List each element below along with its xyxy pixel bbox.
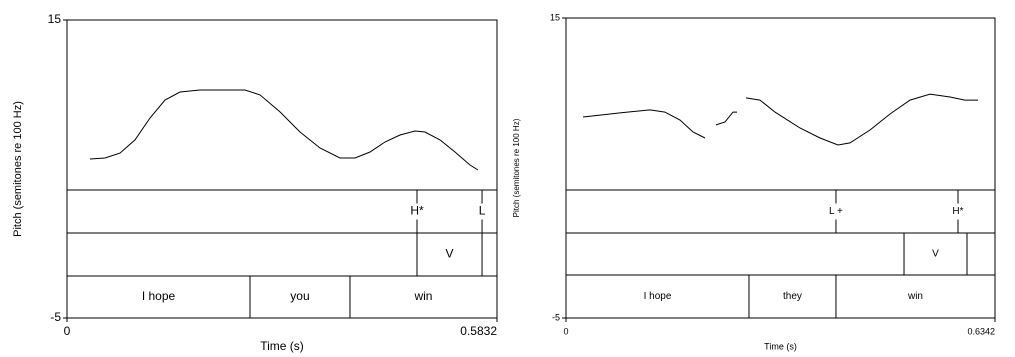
plot-frame — [565, 17, 996, 319]
y-tick-label: 15 — [48, 12, 62, 26]
interval-label: win — [413, 289, 432, 303]
interval-label: V — [932, 249, 939, 260]
y-axis-label: Pitch (semitones re 100 Hz) — [12, 101, 24, 237]
y-tick-label: 15 — [550, 12, 560, 22]
tone-label: H* — [410, 204, 424, 218]
y-axis-label: Pitch (semitones re 100 Hz) — [512, 118, 521, 217]
panel: -5 15 0 0.6342 Time (s) Pitch (semitones re 1… — [512, 12, 996, 351]
interval-label: win — [907, 291, 923, 302]
y-tick-label: -5 — [552, 312, 560, 322]
interval-label: they — [783, 291, 802, 302]
x-tick-label: 0 — [64, 324, 71, 338]
tone-label: L — [479, 204, 486, 218]
pitch-curve — [582, 93, 978, 146]
pitch-curve — [89, 89, 479, 171]
y-tick-label: -5 — [50, 310, 61, 324]
panel: -5 15 0 0.5832 Time (s) Pitch (semitones re 1… — [12, 12, 498, 353]
interval-label: V — [446, 247, 454, 261]
interval-label: I hope — [142, 289, 176, 303]
x-tick-label: 0.5832 — [460, 324, 497, 338]
x-axis-label: Time (s) — [260, 339, 304, 353]
tone-label: L + — [829, 206, 843, 217]
tone-label: H* — [952, 206, 963, 217]
plot-frame — [66, 19, 498, 319]
x-tick-label: 0 — [563, 326, 568, 336]
interval-label: I hope — [644, 291, 672, 302]
interval-label: you — [290, 289, 309, 303]
x-axis-label: Time (s) — [764, 341, 797, 351]
x-tick-label: 0.6342 — [967, 326, 995, 336]
